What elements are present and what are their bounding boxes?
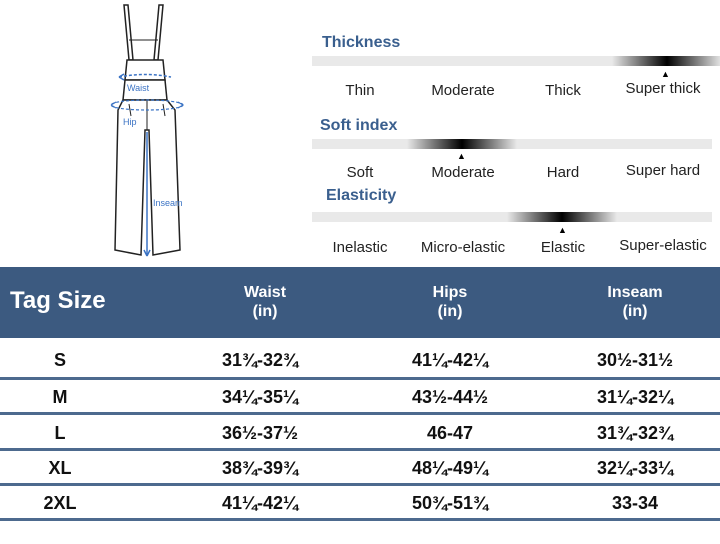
table-row: M 34¼-35¼ 43½-44½ 31¼-32¼ bbox=[0, 379, 720, 415]
inseam-cell: 33-34 bbox=[611, 493, 659, 513]
soft-index-title: Soft index bbox=[320, 117, 398, 134]
row-divider bbox=[0, 483, 720, 486]
elasticity-option-super-elastic: Super-elastic bbox=[619, 237, 707, 254]
thickness-marker-icon: ▲ bbox=[661, 69, 670, 79]
size-cell: L bbox=[54, 423, 66, 443]
thickness-bar bbox=[312, 56, 720, 66]
hip-label: Hip bbox=[123, 117, 137, 127]
elasticity-marker-icon: ▲ bbox=[558, 225, 567, 235]
table-row: 2XL 41¼-42¼ 50¾-51¾ 33-34 bbox=[0, 485, 720, 521]
thickness-option-super-thick: Super thick bbox=[625, 80, 701, 97]
waist-cell: 34¼-35¼ bbox=[221, 387, 299, 407]
soft-option-soft: Soft bbox=[346, 164, 374, 181]
soft-option-hard: Hard bbox=[546, 164, 580, 181]
hips-cell: 43½-44½ bbox=[411, 387, 489, 407]
hips-heading-unit: (in) bbox=[437, 303, 463, 320]
hips-cell: 48¼-49¼ bbox=[411, 458, 489, 478]
inseam-column-heading: Inseam (in) bbox=[565, 283, 705, 321]
bib-pants-illustration: Waist Hip Inseam bbox=[110, 4, 184, 257]
waist-cell: 41¼-42¼ bbox=[221, 493, 299, 513]
hips-cell: 41¼-42¼ bbox=[411, 350, 489, 370]
thickness-title: Thickness bbox=[322, 34, 401, 51]
hips-column-heading: Hips (in) bbox=[380, 283, 520, 321]
table-row: L 36½-37½ 46-47 31¾-32¾ bbox=[0, 415, 720, 451]
waist-label: Waist bbox=[127, 83, 150, 93]
waist-cell: 31¾-32¾ bbox=[221, 350, 299, 370]
row-divider bbox=[0, 518, 720, 521]
inseam-cell: 32¼-33¼ bbox=[596, 458, 674, 478]
thickness-option-thin: Thin bbox=[345, 82, 375, 99]
soft-option-super-hard: Super hard bbox=[625, 162, 701, 179]
soft-index-marker-icon: ▲ bbox=[457, 151, 466, 161]
size-cell: S bbox=[53, 350, 66, 370]
elasticity-option-inelastic: Inelastic bbox=[332, 239, 388, 256]
elasticity-bar bbox=[312, 212, 712, 222]
inseam-cell: 30½-31½ bbox=[596, 350, 674, 370]
waist-cell: 38¾-39¾ bbox=[221, 458, 299, 478]
waist-heading-unit: (in) bbox=[252, 303, 278, 320]
waist-heading-label: Waist bbox=[243, 284, 287, 301]
hips-cell: 50¾-51¾ bbox=[411, 493, 489, 513]
soft-option-moderate: Moderate bbox=[431, 164, 495, 181]
size-cell: M bbox=[52, 387, 68, 407]
row-divider bbox=[0, 448, 720, 451]
elasticity-option-micro-elastic: Micro-elastic bbox=[420, 239, 506, 256]
row-divider bbox=[0, 412, 720, 415]
waist-column-heading: Waist (in) bbox=[195, 283, 335, 321]
hips-cell: 46-47 bbox=[426, 423, 474, 443]
thickness-option-thick: Thick bbox=[545, 82, 581, 99]
table-row: S 31¾-32¾ 41¼-42¼ 30½-31½ bbox=[0, 342, 720, 378]
size-table-header: Tag Size Waist (in) Hips (in) Inseam (in… bbox=[0, 267, 720, 338]
soft-index-bar bbox=[312, 139, 712, 149]
size-cell: XL bbox=[48, 458, 72, 478]
inseam-cell: 31¼-32¼ bbox=[596, 387, 674, 407]
inseam-heading-label: Inseam bbox=[607, 284, 663, 301]
inseam-heading-unit: (in) bbox=[622, 303, 648, 320]
table-row: XL 38¾-39¾ 48¼-49¼ 32¼-33¼ bbox=[0, 450, 720, 486]
thickness-option-moderate: Moderate bbox=[431, 82, 495, 99]
size-cell: 2XL bbox=[43, 493, 77, 513]
hips-heading-label: Hips bbox=[432, 284, 468, 301]
row-divider bbox=[0, 377, 720, 380]
elasticity-title: Elasticity bbox=[326, 187, 397, 204]
waist-cell: 36½-37½ bbox=[221, 423, 299, 443]
elasticity-option-elastic: Elastic bbox=[540, 239, 586, 256]
inseam-cell: 31¾-32¾ bbox=[596, 423, 674, 443]
inseam-label: Inseam bbox=[153, 198, 183, 208]
tag-size-heading: Tag Size bbox=[10, 287, 106, 314]
